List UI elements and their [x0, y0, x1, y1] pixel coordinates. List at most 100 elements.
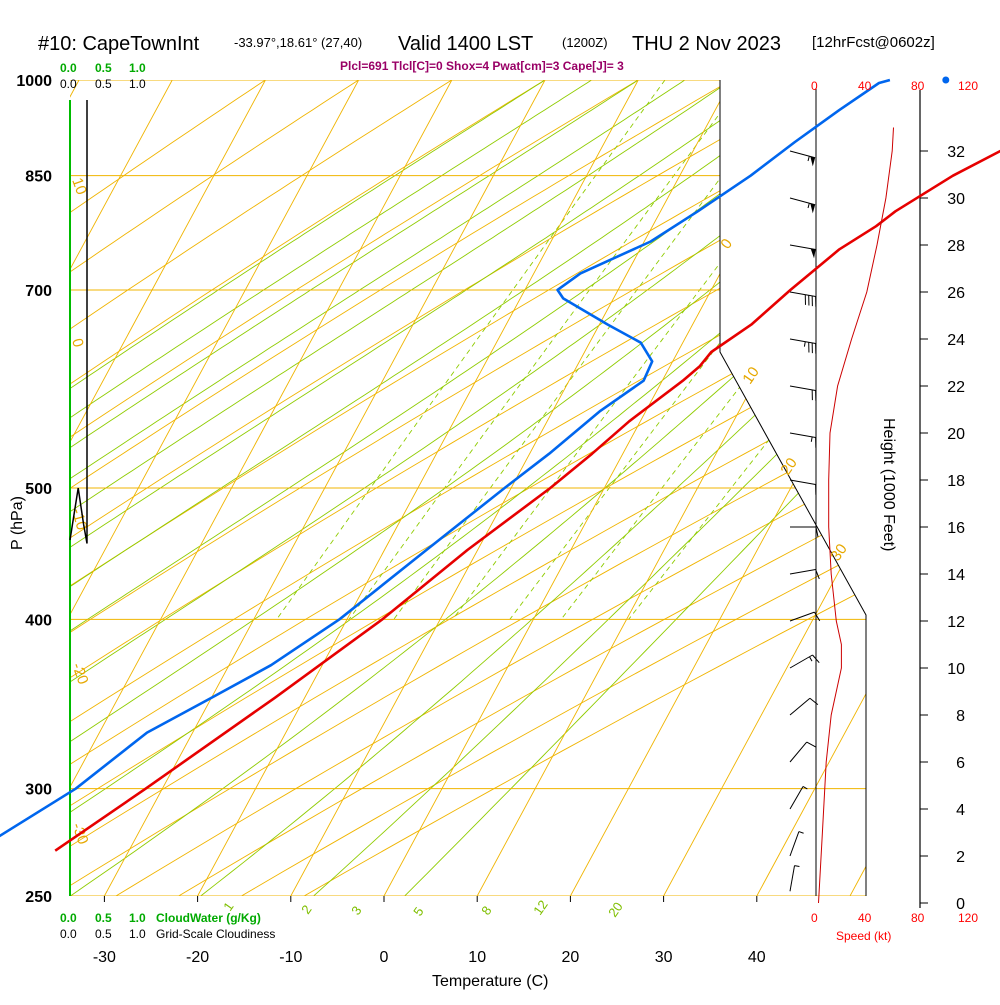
mixing-ratio-label: 8: [478, 903, 494, 918]
wind-barb: [790, 292, 816, 307]
dry-adiabat-label: 10: [739, 364, 762, 387]
wind-barb-staff: [790, 786, 803, 809]
speed-top-tick-1: 40: [858, 79, 872, 93]
isotherm: [850, 80, 1000, 896]
dewpoint-profile: [0, 80, 890, 851]
station-title: #10: CapeTownInt: [38, 33, 200, 55]
temp-tick-label: -20: [186, 949, 209, 966]
cloudiness-bottom-tick-1: 0.5: [95, 927, 112, 941]
wind-barb-staff: [790, 832, 799, 856]
dry-adiabat-label: -20: [68, 661, 91, 687]
height-tick-label: 28: [947, 238, 965, 255]
mixing-ratio-line: [277, 80, 665, 619]
wind-barb-pennant: [810, 156, 815, 166]
wind-barb: [790, 433, 816, 448]
cloudiness-label: Grid-Scale Cloudiness: [156, 927, 275, 941]
height-tick-label: 16: [947, 520, 965, 537]
height-tick-label: 22: [947, 379, 965, 396]
cloudiness-top-tick-1: 0.5: [95, 77, 112, 91]
height-tick-label: 30: [947, 191, 965, 208]
cloudwater-bottom-tick-0: 0.0: [60, 911, 77, 925]
forecast-init: [12hrFcst@0602z]: [812, 34, 935, 51]
wind-barb: [790, 245, 816, 258]
wind-barb-staff: [790, 480, 816, 485]
wind-barb-staff: [790, 569, 816, 574]
cloudwater-top-tick-2: 1.0: [129, 61, 146, 75]
wind-barb: [790, 655, 819, 668]
cloudiness-top-tick-0: 0.0: [60, 77, 77, 91]
temp-tick-label: 0: [380, 949, 389, 966]
pressure-tick-label: 300: [25, 782, 52, 799]
wind-barb: [790, 786, 807, 809]
text-layer: #10: CapeTownInt -33.97°,18.61° (27,40) …: [9, 33, 978, 990]
wind-barb: [790, 151, 815, 166]
wind-barb-staff: [790, 742, 807, 762]
wind-barb: [790, 339, 816, 354]
wind-barb-half-flag: [799, 832, 804, 834]
wind-barb-half-flag: [804, 342, 805, 347]
height-tick-label: 4: [956, 802, 965, 819]
wind-barb: [790, 832, 804, 856]
height-tick-label: 20: [947, 426, 965, 443]
wind-barb-staff: [790, 655, 813, 668]
pressure-tick-label: 250: [25, 889, 52, 906]
temp-tick-label: 40: [748, 949, 766, 966]
wind-barb-half-flag: [808, 156, 809, 161]
mixing-ratio-line: [453, 80, 860, 619]
temp-tick-label: -30: [93, 949, 116, 966]
height-axis-label: Height (1000 Feet): [880, 418, 897, 551]
wind-barb: [790, 866, 799, 892]
wind-barb: [790, 527, 818, 537]
wind-barb-half-flag: [811, 437, 812, 442]
height-tick-label: 26: [947, 285, 965, 302]
temp-tick-label: 20: [562, 949, 580, 966]
cloudiness-top-tick-2: 1.0: [129, 77, 146, 91]
height-tick-label: 6: [956, 755, 965, 772]
height-tick-label: 10: [947, 661, 965, 678]
cloudwater-top-tick-1: 0.5: [95, 61, 112, 75]
pressure-tick-label: 1000: [16, 73, 52, 90]
speed-top-tick-3: 120: [958, 79, 978, 93]
speed-top-tick-0: 0: [811, 79, 818, 93]
wind-barb-staff: [790, 198, 815, 205]
speed-bottom-tick-2: 80: [911, 911, 925, 925]
wind-barb-staff: [790, 339, 816, 344]
x-axis-label: Temperature (C): [432, 973, 548, 990]
wind-barb-pennant: [811, 249, 816, 259]
mixing-ratio-label: 12: [530, 897, 551, 917]
wind-barb-flag: [810, 698, 818, 704]
cloudiness-bottom-tick-2: 1.0: [129, 927, 146, 941]
speed-bottom-tick-0: 0: [811, 911, 818, 925]
height-tick-label: 8: [956, 708, 965, 725]
wind-barb-flag: [807, 742, 816, 747]
speed-bottom-tick-3: 120: [958, 911, 978, 925]
surface-dewpoint-marker: [942, 77, 949, 84]
wind-barb-staff: [790, 151, 815, 158]
height-tick-label: 32: [947, 144, 965, 161]
wind-barb-staff: [790, 866, 795, 892]
cloudwater-bottom-tick-1: 0.5: [95, 911, 112, 925]
temp-tick-label: 10: [468, 949, 486, 966]
wind-barb-half-flag: [808, 203, 809, 208]
height-tick-label: 14: [947, 567, 965, 584]
cloudwater-bottom-tick-2: 1.0: [129, 911, 146, 925]
cloudwater-label: CloudWater (g/Kg): [156, 911, 261, 925]
valid-time: Valid 1400 LST: [398, 33, 533, 55]
zulu-time: (1200Z): [562, 35, 608, 50]
wind-barb-staff: [790, 698, 810, 715]
wind-barb-staff: [790, 386, 816, 391]
pressure-tick-label: 850: [25, 169, 52, 186]
station-location: -33.97°,18.61° (27,40): [234, 35, 362, 50]
height-tick-label: 12: [947, 614, 965, 631]
speed-axis-label: Speed (kt): [836, 929, 891, 943]
wind-barb-pennant: [810, 203, 815, 213]
mixing-ratio-label: 3: [348, 903, 364, 918]
height-tick-label: 24: [947, 332, 965, 349]
height-tick-label: 18: [947, 473, 965, 490]
wind-barb-staff: [790, 292, 816, 297]
wind-barb: [790, 198, 815, 213]
pressure-tick-label: 500: [25, 481, 52, 498]
mixing-ratio-label: 5: [410, 904, 426, 919]
